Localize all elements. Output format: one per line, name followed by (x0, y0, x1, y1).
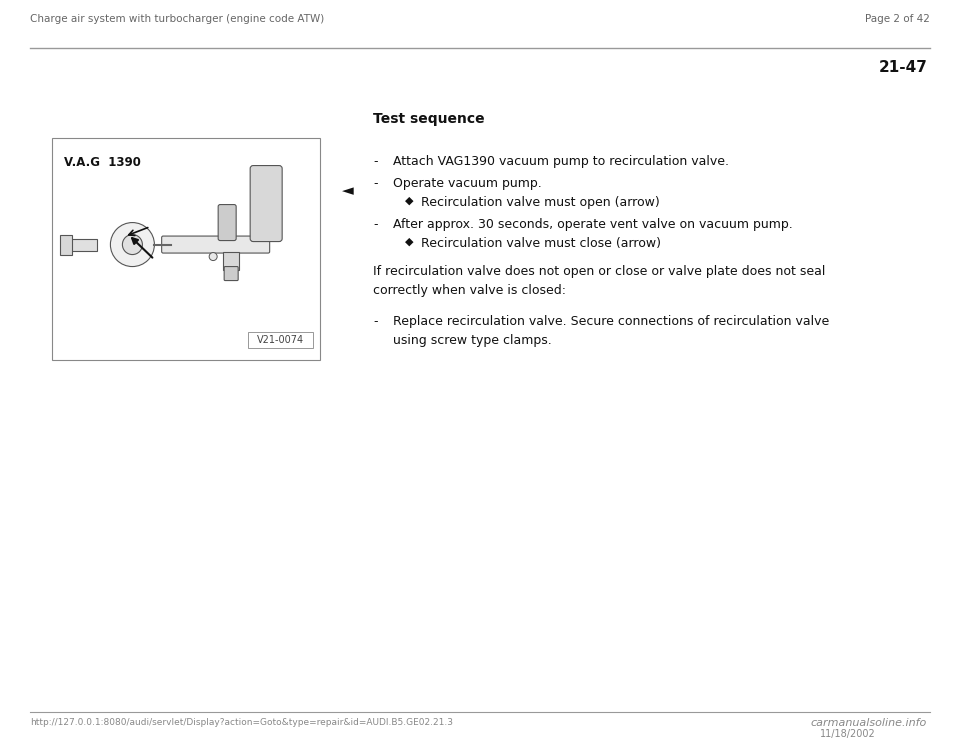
Circle shape (122, 234, 142, 255)
FancyBboxPatch shape (224, 266, 238, 280)
FancyBboxPatch shape (218, 205, 236, 240)
Text: 21-47: 21-47 (879, 60, 928, 75)
Text: Replace recirculation valve. Secure connections of recirculation valve: Replace recirculation valve. Secure conn… (393, 315, 829, 328)
Text: V21-0074: V21-0074 (256, 335, 303, 345)
FancyBboxPatch shape (161, 236, 270, 253)
Text: -: - (373, 315, 377, 328)
Text: Attach VAG1390 vacuum pump to recirculation valve.: Attach VAG1390 vacuum pump to recirculat… (393, 155, 729, 168)
Text: http://127.0.0.1:8080/audi/servlet/Display?action=Goto&type=repair&id=AUDI.B5.GE: http://127.0.0.1:8080/audi/servlet/Displ… (30, 718, 453, 727)
Bar (62, 239, 97, 251)
Text: Operate vacuum pump.: Operate vacuum pump. (393, 177, 541, 190)
Text: If recirculation valve does not open or close or valve plate does not seal: If recirculation valve does not open or … (373, 265, 826, 278)
Bar (248, 332, 313, 348)
Text: ◆: ◆ (405, 237, 414, 247)
Text: V.A.G  1390: V.A.G 1390 (64, 156, 141, 169)
Text: ◄: ◄ (343, 183, 354, 198)
Text: Charge air system with turbocharger (engine code ATW): Charge air system with turbocharger (eng… (30, 14, 324, 24)
Text: Recirculation valve must close (arrow): Recirculation valve must close (arrow) (421, 237, 661, 250)
Text: -: - (373, 218, 377, 231)
Text: After approx. 30 seconds, operate vent valve on vacuum pump.: After approx. 30 seconds, operate vent v… (393, 218, 793, 231)
Circle shape (209, 252, 217, 260)
Text: 11/18/2002: 11/18/2002 (820, 729, 876, 739)
Circle shape (110, 223, 155, 266)
Text: Recirculation valve must open (arrow): Recirculation valve must open (arrow) (421, 196, 660, 209)
Text: carmanualsoline.info: carmanualsoline.info (810, 718, 926, 728)
Text: -: - (373, 155, 377, 168)
Bar (223, 252, 239, 269)
Text: -: - (373, 177, 377, 190)
Text: using screw type clamps.: using screw type clamps. (393, 334, 552, 347)
Text: Page 2 of 42: Page 2 of 42 (865, 14, 930, 24)
Bar (60, 234, 72, 255)
Text: Test sequence: Test sequence (373, 112, 485, 126)
Text: correctly when valve is closed:: correctly when valve is closed: (373, 284, 566, 297)
FancyBboxPatch shape (251, 165, 282, 242)
Text: ◆: ◆ (405, 196, 414, 206)
Bar (52, 138, 320, 360)
